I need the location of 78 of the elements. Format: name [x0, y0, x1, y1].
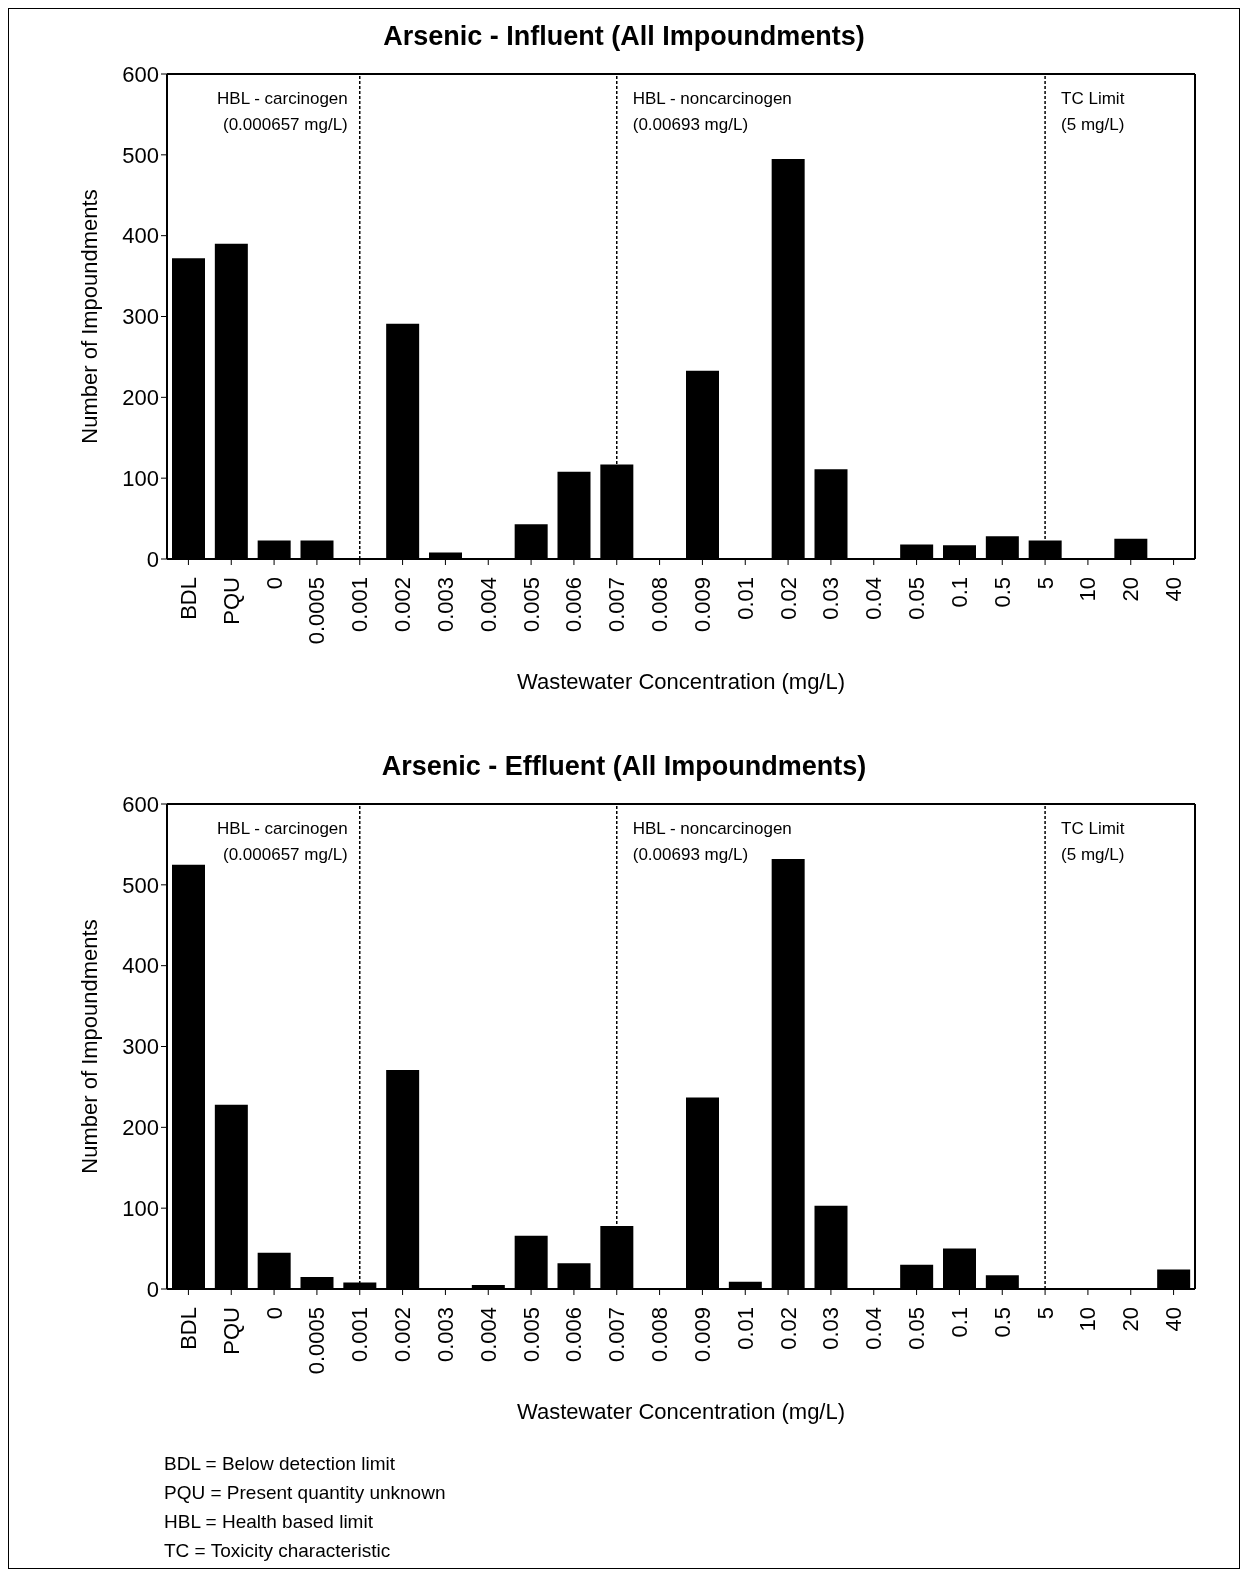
y-tick-label: 200	[122, 1115, 159, 1141]
x-tick-label: 0.004	[475, 577, 501, 633]
x-tick-label: 0.008	[647, 577, 673, 633]
text: TC = Toxicity characteristic	[164, 1539, 392, 1563]
chart-title: Arsenic - Effluent (All Impoundments)	[380, 750, 868, 783]
x-tick-label: 0.009	[689, 577, 715, 633]
x-tick-label: 10	[1075, 1307, 1101, 1332]
ref-line-label: HBL - noncarcinogen (0.00693 mg/L)	[632, 819, 792, 864]
ref-line-label: TC Limit (5 mg/L)	[1061, 89, 1125, 134]
y-tick-label: 600	[122, 61, 159, 87]
y-tick-label: 300	[122, 1034, 159, 1060]
x-tick-label: 0.007	[604, 577, 630, 633]
x-tick-label: 0.04	[861, 1307, 887, 1350]
y-tick-label: 0	[146, 546, 159, 572]
x-tick-label: 0.02	[775, 1307, 801, 1350]
x-tick-label: 40	[1161, 1307, 1187, 1332]
y-tick-label: 600	[122, 791, 159, 817]
x-tick-label: 0.006	[561, 1307, 587, 1363]
x-axis-title: Wastewater Concentration (mg/L)	[516, 669, 846, 694]
ref-line-label: TC Limit (5 mg/L)	[1061, 819, 1125, 864]
x-tick-label: 0.02	[775, 577, 801, 620]
x-tick-label: 0.003	[432, 577, 458, 633]
chart-title: Arsenic - Influent (All Impoundments)	[382, 20, 866, 53]
x-tick-label: 0.004	[475, 1307, 501, 1363]
x-tick-label: 0.0005	[304, 1307, 330, 1375]
x-tick-label: BDL	[175, 1307, 201, 1350]
ref-line-label: HBL - noncarcinogen (0.00693 mg/L)	[632, 89, 792, 134]
x-axis-title: Wastewater Concentration (mg/L)	[516, 1399, 846, 1424]
x-tick-label: 0.04	[861, 577, 887, 620]
x-tick-label: 20	[1118, 577, 1144, 602]
text: BDL = Below detection limit	[164, 1452, 397, 1476]
x-tick-label: 0.0005	[304, 577, 330, 645]
x-tick-label: 20	[1118, 1307, 1144, 1332]
y-tick-label: 300	[122, 304, 159, 330]
x-tick-label: PQU	[218, 1307, 244, 1355]
x-tick-label: 0.005	[518, 577, 544, 633]
x-tick-label: 0.1	[946, 577, 972, 608]
x-tick-label: 0.001	[347, 1307, 373, 1363]
x-tick-label: 0.05	[904, 577, 930, 620]
x-tick-label: 0.003	[432, 1307, 458, 1363]
x-tick-label: BDL	[175, 577, 201, 620]
x-tick-label: 0.008	[647, 1307, 673, 1363]
x-tick-label: 0.05	[904, 1307, 930, 1350]
x-tick-label: 0.002	[390, 1307, 416, 1363]
x-tick-label: 0.001	[347, 577, 373, 633]
x-tick-label: 5	[1032, 1307, 1058, 1320]
ref-line-label: HBL - carcinogen (0.000657 mg/L)	[217, 819, 348, 864]
x-tick-label: 10	[1075, 577, 1101, 602]
x-tick-label: 0.005	[518, 1307, 544, 1363]
text: HBL = Health based limit	[164, 1510, 374, 1534]
y-tick-label: 400	[122, 223, 159, 249]
y-axis-title: Number of Impoundments	[76, 919, 102, 1174]
x-tick-label: 40	[1161, 577, 1187, 602]
x-tick-label: 0.006	[561, 577, 587, 633]
y-tick-label: 500	[122, 142, 159, 168]
x-tick-label: 0.01	[732, 1307, 758, 1350]
x-tick-label: 0.1	[946, 1307, 972, 1338]
y-tick-label: 200	[122, 385, 159, 411]
x-tick-label: 0.009	[689, 1307, 715, 1363]
ref-line-label: HBL - carcinogen (0.000657 mg/L)	[217, 89, 348, 134]
y-tick-label: 100	[122, 1195, 159, 1221]
x-tick-label: 0.5	[989, 1307, 1015, 1338]
text: PQU = Present quantity unknown	[164, 1481, 447, 1505]
y-tick-label: 400	[122, 953, 159, 979]
x-tick-label: 0	[261, 1307, 287, 1320]
x-tick-label: PQU	[218, 577, 244, 625]
x-tick-label: 0.03	[818, 1307, 844, 1350]
x-tick-label: 5	[1032, 577, 1058, 590]
y-axis-title: Number of Impoundments	[76, 189, 102, 444]
x-tick-label: 0.5	[989, 577, 1015, 608]
x-tick-label: 0	[261, 577, 287, 590]
x-tick-label: 0.002	[390, 577, 416, 633]
y-tick-label: 500	[122, 872, 159, 898]
y-tick-label: 100	[122, 465, 159, 491]
x-tick-label: 0.01	[732, 577, 758, 620]
y-tick-label: 0	[146, 1276, 159, 1302]
x-tick-label: 0.007	[604, 1307, 630, 1363]
x-tick-label: 0.03	[818, 577, 844, 620]
